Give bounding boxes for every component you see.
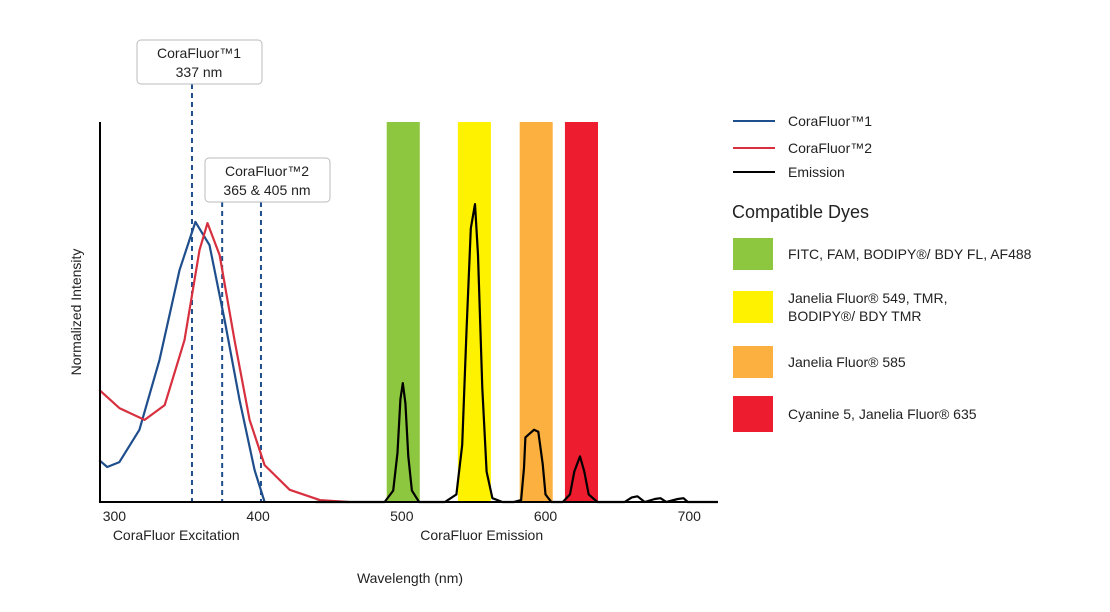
y-axis-label: Normalized Intensity: [68, 249, 84, 376]
series-line-0: [98, 220, 266, 503]
x-tick-label-4: 700: [678, 508, 702, 524]
dye-legend-swatch-3: [733, 396, 773, 432]
legend-label-2: Emission: [788, 164, 845, 180]
x-axis-label: Wavelength (nm): [357, 570, 463, 586]
dyes-title: Compatible Dyes: [732, 202, 869, 222]
x-tick-label-3: 600: [534, 508, 558, 524]
dye-legend-swatch-0: [733, 238, 773, 270]
annotation-title-0: CoraFluor™1: [157, 45, 241, 61]
x-tick-label-0: 300: [103, 508, 127, 524]
annotation-value-1: 365 & 405 nm: [223, 182, 310, 198]
x-sublabel-0: CoraFluor Excitation: [113, 527, 240, 543]
annotation-box-0: [136, 39, 263, 85]
annotation-box-1: [204, 157, 331, 203]
dye-legend-label-0: FITC, FAM, BODIPY®/ BDY FL, AF488: [788, 246, 1032, 262]
series-line-1: [98, 222, 349, 504]
annotation-value-0: 337 nm: [176, 64, 223, 80]
series-line-2: [315, 203, 718, 504]
x-tick-label-2: 500: [390, 508, 414, 524]
dye-band-0: [386, 122, 420, 502]
legend-label-0: CoraFluor™1: [788, 113, 872, 129]
dye-band-3: [564, 122, 598, 502]
dye-legend-swatch-1: [733, 291, 773, 323]
x-tick-label-1: 400: [246, 508, 270, 524]
legend-label-1: CoraFluor™2: [788, 140, 872, 156]
x-sublabel-1: CoraFluor Emission: [420, 527, 543, 543]
dye-legend-label-2: Janelia Fluor® 585: [788, 354, 906, 370]
dye-legend-swatch-2: [733, 346, 773, 378]
annotation-title-1: CoraFluor™2: [225, 163, 309, 179]
dye-legend-label-3: Cyanine 5, Janelia Fluor® 635: [788, 406, 977, 422]
dye-legend-label-1: Janelia Fluor® 549, TMR, BODIPY®/ BDY TMR: [788, 290, 947, 324]
